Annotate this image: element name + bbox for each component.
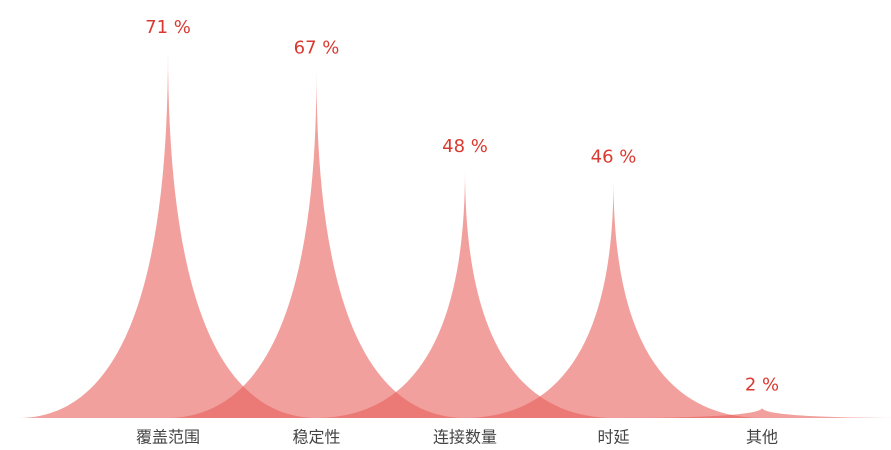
spike — [612, 407, 891, 418]
data-label: 67 % — [294, 38, 340, 59]
x-tick-label: 覆盖范围 — [136, 428, 200, 447]
data-label: 46 % — [591, 147, 637, 168]
spike — [18, 50, 318, 418]
x-tick-label: 时延 — [597, 428, 629, 447]
spike — [315, 169, 615, 418]
spike — [166, 70, 467, 418]
data-label: 71 % — [145, 17, 191, 38]
data-label: 48 % — [442, 136, 488, 157]
spike — [463, 179, 764, 418]
x-tick-label: 其他 — [746, 428, 778, 447]
x-tick-label: 稳定性 — [292, 428, 340, 447]
x-tick-label: 连接数量 — [433, 428, 497, 447]
data-label: 2 % — [745, 375, 779, 396]
